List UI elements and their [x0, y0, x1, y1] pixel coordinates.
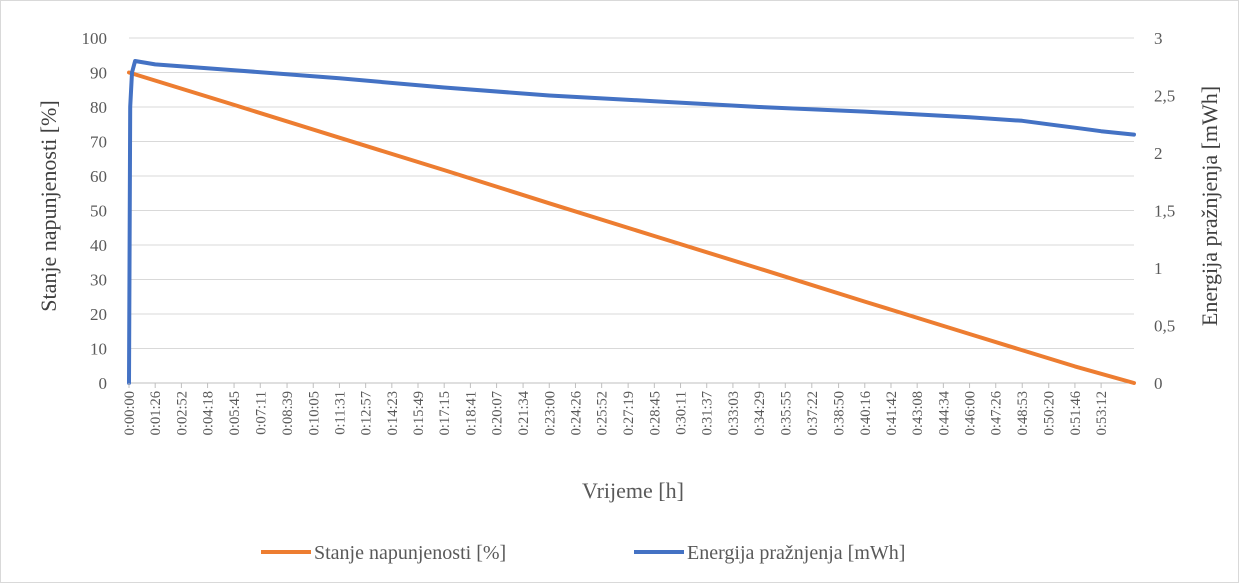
x-tick-label: 0:41:42 [884, 391, 900, 435]
x-tick-label: 0:35:55 [778, 391, 794, 435]
x-tick-label: 0:15:49 [411, 391, 427, 435]
x-tick-label: 0:34:29 [752, 391, 768, 435]
right-tick-label: 3 [1154, 29, 1163, 48]
x-tick-label: 0:37:22 [805, 391, 821, 435]
x-tick-label: 0:04:18 [201, 391, 217, 435]
x-tick-label: 0:18:41 [463, 391, 479, 435]
x-tick-label: 0:21:34 [516, 390, 532, 435]
x-tick-label: 0:20:07 [490, 391, 506, 435]
right-axis-title: Energija pražnjenja [mWh] [1197, 86, 1222, 326]
left-tick-label: 70 [90, 133, 107, 152]
left-tick-label: 40 [90, 236, 107, 255]
x-tick-label: 0:00:00 [122, 391, 138, 435]
right-axis-ticks: 0 0,5 1 1,5 2 2,5 3 [1154, 29, 1175, 393]
gridlines [129, 37, 1134, 384]
x-tick-label: 0:44:34 [936, 390, 952, 435]
x-tick-label: 0:33:03 [726, 391, 742, 435]
right-tick-label: 0 [1154, 374, 1163, 393]
x-tick-label: 0:27:19 [621, 391, 637, 435]
x-tick-label: 0:23:00 [542, 391, 558, 435]
x-tick-label: 0:07:11 [253, 391, 269, 435]
x-tick-label: 0:17:15 [437, 391, 453, 435]
x-tick-label: 0:48:53 [1015, 391, 1031, 435]
right-tick-label: 0,5 [1154, 317, 1175, 336]
x-tick-label: 0:43:08 [910, 391, 926, 435]
x-axis-ticks: 0:00:00 0:01:26 0:02:52 0:04:18 0:05:45 0:07:… [122, 383, 1110, 435]
x-tick-label: 0:02:52 [174, 391, 190, 435]
left-tick-label: 80 [90, 98, 107, 117]
x-tick-label: 0:50:20 [1042, 391, 1058, 435]
series-line-energy [127, 59, 1136, 385]
legend-label-soc: Stanje napunjenosti [%] [314, 542, 506, 564]
left-tick-label: 0 [99, 374, 108, 393]
x-tick-label: 0:40:16 [858, 391, 874, 435]
left-axis-ticks: 0 10 20 30 40 50 60 70 80 90 100 [82, 29, 108, 393]
x-tick-label: 0:05:45 [227, 391, 243, 435]
x-tick-label: 0:30:11 [674, 391, 690, 435]
right-tick-label: 2 [1154, 144, 1163, 163]
x-tick-label: 0:12:57 [359, 391, 375, 435]
series-layer [127, 59, 1136, 385]
x-tick-label: 0:53:12 [1094, 391, 1110, 435]
legend: Stanje napunjenosti [%] Energija pražnje… [261, 542, 905, 564]
x-tick-label: 0:01:26 [148, 391, 164, 435]
x-tick-label: 0:46:00 [963, 391, 979, 435]
left-tick-label: 50 [90, 202, 107, 221]
x-tick-label: 0:08:39 [280, 391, 296, 435]
left-tick-label: 30 [90, 271, 107, 290]
left-tick-label: 10 [90, 340, 107, 359]
right-tick-label: 1,5 [1154, 202, 1175, 221]
x-tick-label: 0:28:45 [647, 391, 663, 435]
left-tick-label: 60 [90, 167, 107, 186]
x-tick-label: 0:10:05 [306, 391, 322, 435]
x-tick-label: 0:25:52 [595, 391, 611, 435]
left-tick-label: 90 [90, 64, 107, 83]
x-tick-label: 0:24:26 [568, 391, 584, 435]
x-tick-label: 0:14:23 [385, 391, 401, 435]
series-line-soc [127, 70, 1136, 385]
left-axis-title: Stanje napunjenosti [%] [36, 100, 61, 311]
x-tick-label: 0:11:31 [332, 391, 348, 435]
x-tick-label: 0:31:37 [700, 391, 716, 435]
legend-label-energy: Energija pražnjenja [mWh] [687, 542, 905, 564]
right-tick-label: 1 [1154, 259, 1163, 278]
x-axis-title: Vrijeme [h] [582, 478, 684, 503]
x-tick-label: 0:38:50 [832, 391, 848, 435]
x-tick-label: 0:47:26 [989, 391, 1005, 435]
right-tick-label: 2,5 [1154, 87, 1175, 106]
left-tick-label: 20 [90, 305, 107, 324]
x-tick-label: 0:51:46 [1068, 391, 1084, 435]
left-tick-label: 100 [82, 29, 108, 48]
